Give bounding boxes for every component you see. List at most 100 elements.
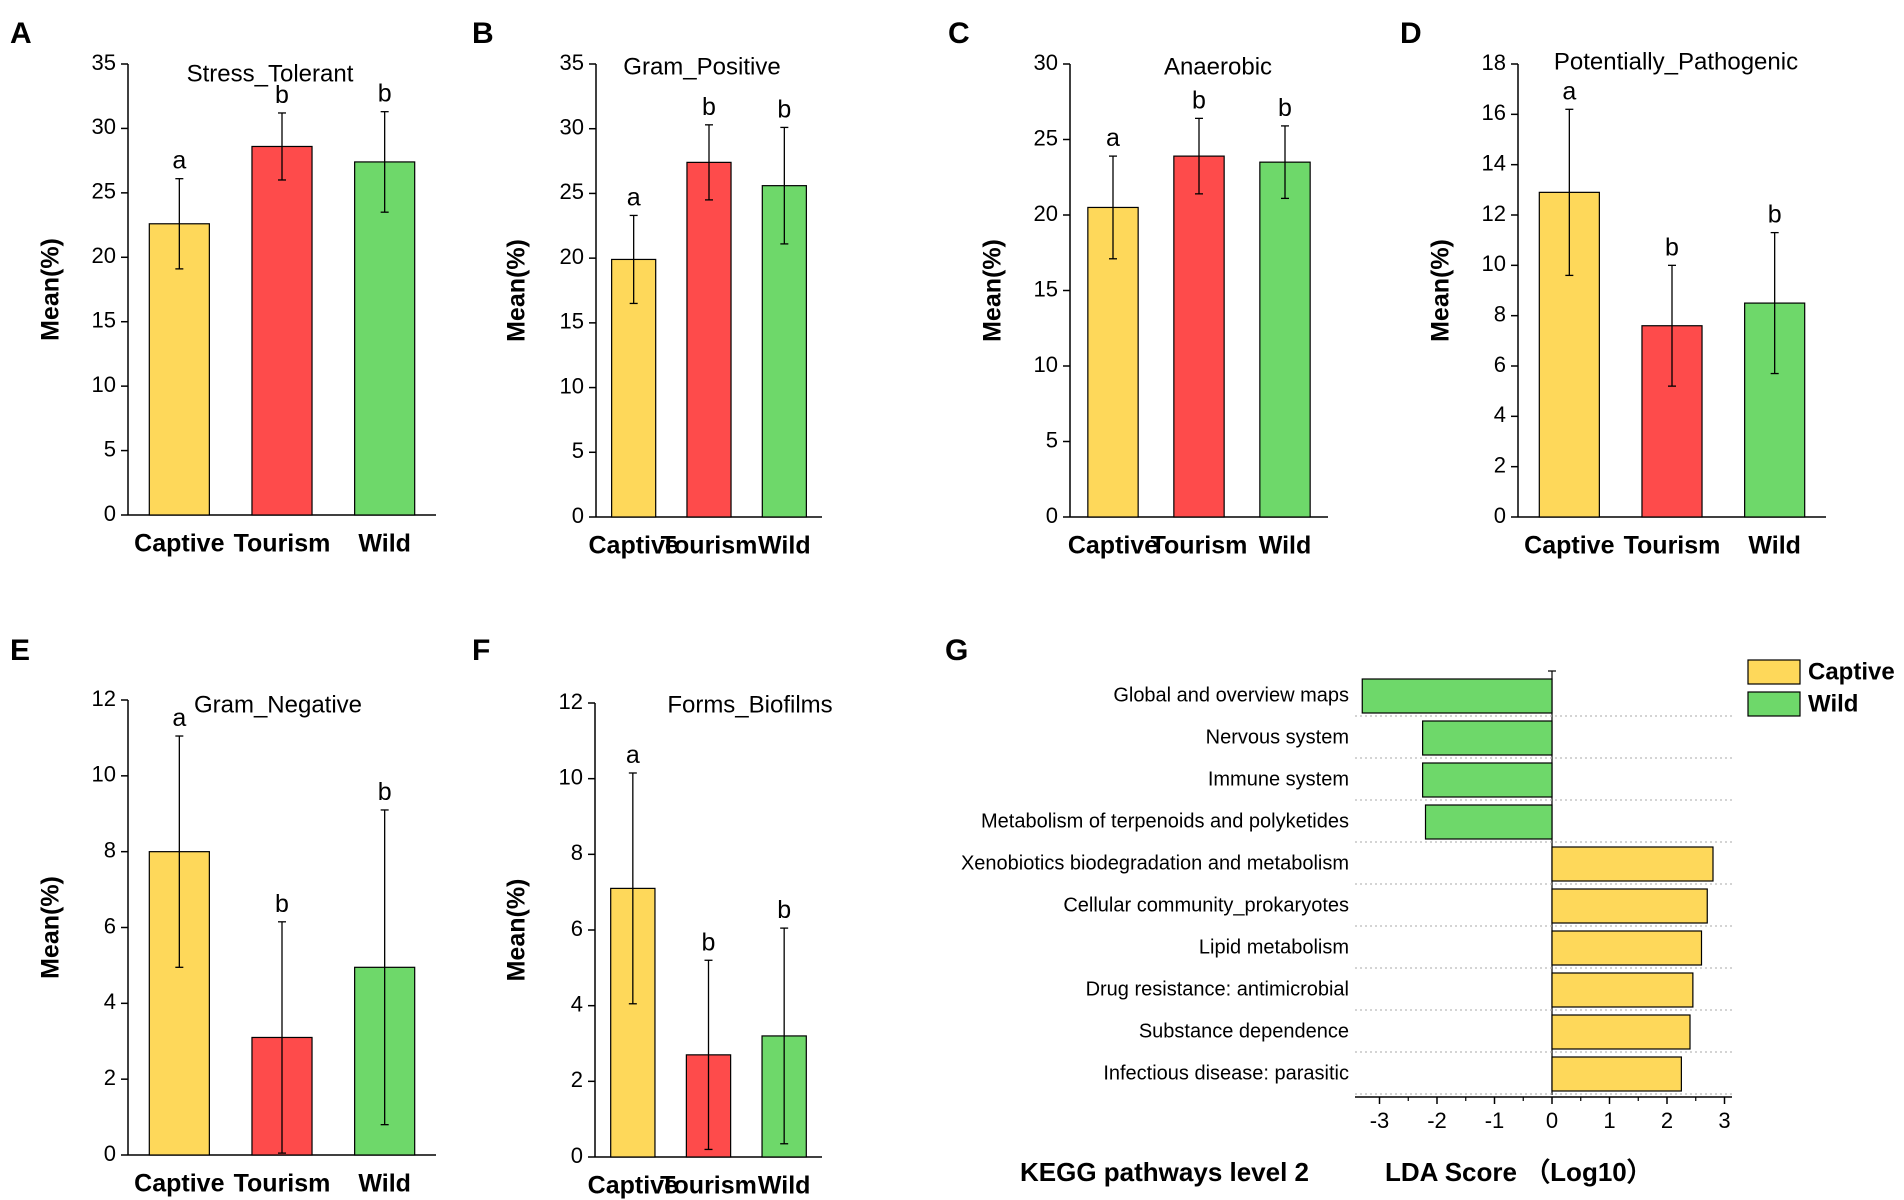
chart-title: Anaerobic xyxy=(1164,53,1272,80)
significance-label: b xyxy=(777,896,791,924)
y-tick-label: 8 xyxy=(104,837,116,862)
x-tick-label: Captive xyxy=(1068,532,1158,560)
y-tick-label: 30 xyxy=(1034,50,1058,75)
y-tick-label: 2 xyxy=(104,1065,116,1090)
lda-bar xyxy=(1422,720,1553,756)
y-axis-label: Mean(%) xyxy=(1427,239,1455,342)
x-tick-label: Captive xyxy=(134,530,224,558)
y-tick-label: 4 xyxy=(571,991,583,1016)
y-tick-label: 8 xyxy=(1494,301,1506,326)
significance-label: b xyxy=(378,80,392,108)
x-tick-label: Tourism xyxy=(661,532,758,560)
significance-label: b xyxy=(1768,201,1782,229)
panel-letter: D xyxy=(1400,17,1422,50)
pathway-label: Immune system xyxy=(1208,768,1349,790)
x-tick-label: Captive xyxy=(1524,532,1614,560)
significance-label: b xyxy=(777,95,791,123)
y-tick-label: 0 xyxy=(104,1141,116,1166)
lda-bar xyxy=(1551,1056,1682,1092)
y-tick-label: 2 xyxy=(571,1067,583,1092)
lda-bar xyxy=(1551,888,1708,924)
x-tick-label: 0 xyxy=(1546,1108,1558,1133)
y-tick-label: 0 xyxy=(571,1143,583,1168)
pathway-label: Metabolism of terpenoids and polyketides xyxy=(981,810,1349,832)
y-tick-label: 10 xyxy=(560,373,584,398)
legend-swatch xyxy=(1747,691,1801,717)
y-tick-label: 15 xyxy=(92,308,116,333)
y-tick-label: 0 xyxy=(104,501,116,526)
y-tick-label: 14 xyxy=(1482,150,1506,175)
x-tick-label: -3 xyxy=(1370,1108,1390,1133)
pathway-label: Global and overview maps xyxy=(1113,684,1349,706)
y-axis-label: Mean(%) xyxy=(503,879,531,982)
y-tick-label: 4 xyxy=(104,989,116,1014)
x-axis-label: LDA Score （Log10） xyxy=(1385,1157,1653,1187)
pathway-label: Lipid metabolism xyxy=(1199,936,1349,958)
y-tick-label: 35 xyxy=(92,50,116,75)
x-tick-label: Wild xyxy=(1748,532,1801,560)
significance-label: b xyxy=(378,778,392,806)
y-tick-label: 25 xyxy=(1034,125,1058,150)
x-tick-label: 1 xyxy=(1603,1108,1615,1133)
panel-a: A Stress_Tolerant Mean(%) 0 5 10 15 20 25 30 35 a Ca… xyxy=(10,17,436,558)
y-tick-label: 12 xyxy=(92,686,116,711)
pathway-label: Xenobiotics biodegradation and metabolis… xyxy=(961,852,1349,874)
significance-label: a xyxy=(626,741,640,769)
legend-swatch xyxy=(1747,659,1801,685)
lda-bar xyxy=(1551,930,1703,966)
y-tick-label: 30 xyxy=(560,115,584,140)
chart-title: Potentially_Pathogenic xyxy=(1554,48,1798,75)
y-tick-label: 2 xyxy=(1494,452,1506,477)
y-tick-label: 5 xyxy=(572,438,584,463)
x-tick-label: Captive xyxy=(134,1170,224,1198)
pathway-label: Substance dependence xyxy=(1139,1020,1349,1042)
significance-label: a xyxy=(172,704,186,732)
panel-f: F Forms_Biofilms Mean(%) 0 2 4 6 8 10 12 a Captive b… xyxy=(472,634,833,1200)
panel-letter: G xyxy=(945,634,968,667)
y-axis-label: Mean(%) xyxy=(503,239,531,342)
y-tick-label: 10 xyxy=(1034,352,1058,377)
panel-b: B Gram_Positive Mean(%) 0 5 10 15 20 25 30 35 a Capt… xyxy=(472,17,822,560)
panel-letter: F xyxy=(472,634,490,667)
y-tick-label: 10 xyxy=(92,372,116,397)
x-tick-label: Tourism xyxy=(660,1172,757,1200)
panel-letter: B xyxy=(472,17,494,50)
y-tick-label: 18 xyxy=(1482,50,1506,75)
chart-title: Forms_Biofilms xyxy=(667,691,832,718)
panel-letter: A xyxy=(10,17,32,50)
x-tick-label: Tourism xyxy=(234,1170,331,1198)
y-tick-label: 30 xyxy=(92,114,116,139)
y-axis-label: Mean(%) xyxy=(979,239,1007,342)
y-tick-label: 6 xyxy=(571,916,583,941)
significance-label: a xyxy=(627,183,641,211)
y-tick-label: 20 xyxy=(92,243,116,268)
legend-label: Wild xyxy=(1808,690,1858,717)
pathway-label: Infectious disease: parasitic xyxy=(1103,1062,1349,1084)
lda-bar xyxy=(1551,972,1694,1008)
significance-label: b xyxy=(702,93,716,121)
panel-letter: C xyxy=(948,17,970,50)
y-tick-label: 35 xyxy=(560,50,584,75)
pathway-label: Nervous system xyxy=(1206,726,1349,748)
pathway-label: Drug resistance: antimicrobial xyxy=(1086,978,1349,1000)
bar-tourism xyxy=(686,161,732,518)
significance-label: b xyxy=(275,81,289,109)
x-tick-label: Captive xyxy=(588,1172,678,1200)
x-tick-label: Wild xyxy=(358,530,411,558)
significance-label: b xyxy=(275,890,289,918)
pathway-label: Cellular community_prokaryotes xyxy=(1063,894,1349,916)
panel-d: D Potentially_Pathogenic Mean(%) 0 2 4 6 8 10 12 1… xyxy=(1400,17,1826,560)
bar-tourism xyxy=(1173,155,1225,518)
y-tick-label: 8 xyxy=(571,840,583,865)
significance-label: b xyxy=(1192,86,1206,114)
x-tick-label: Captive xyxy=(589,532,679,560)
significance-label: a xyxy=(172,147,186,175)
significance-label: a xyxy=(1562,77,1576,105)
y-tick-label: 25 xyxy=(92,179,116,204)
y-tick-label: 6 xyxy=(104,913,116,938)
y-tick-label: 0 xyxy=(1494,503,1506,528)
y-tick-label: 10 xyxy=(92,762,116,787)
x-tick-label: Tourism xyxy=(234,530,331,558)
significance-label: b xyxy=(1665,233,1679,261)
